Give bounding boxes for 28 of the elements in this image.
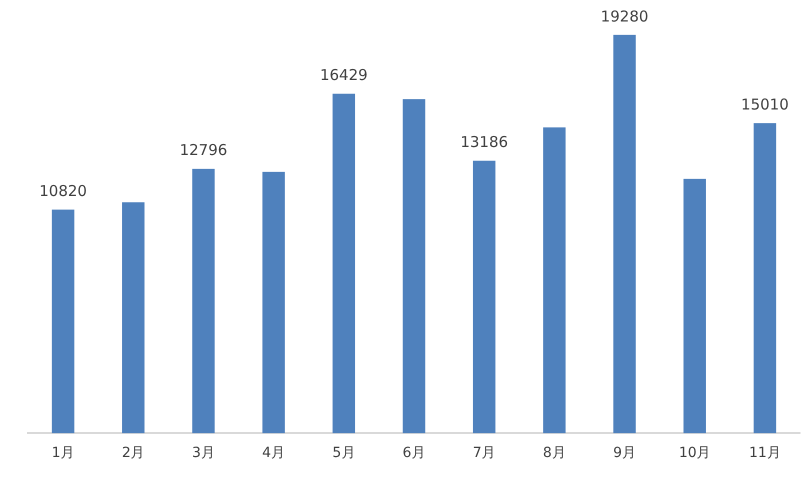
data-label: 10820 <box>39 182 87 200</box>
bar <box>122 202 144 434</box>
bar <box>262 172 285 434</box>
x-tick-label: 5月 <box>332 445 356 462</box>
data-label: 15010 <box>741 95 789 114</box>
bar <box>402 99 426 434</box>
data-label: 19280 <box>600 7 648 26</box>
x-tick-label: 2月 <box>122 445 145 462</box>
x-tick-label: 8月 <box>542 445 566 462</box>
x-tick-label: 10月 <box>678 445 711 462</box>
x-tick-label: 11月 <box>748 445 781 462</box>
x-tick-label: 4月 <box>262 445 286 462</box>
data-label: 16429 <box>320 66 368 84</box>
bar <box>332 94 356 434</box>
bar <box>52 210 74 434</box>
bar <box>684 178 706 434</box>
x-tick-label: 7月 <box>472 445 496 462</box>
bar <box>754 123 776 434</box>
x-tick-label: 9月 <box>613 445 636 462</box>
x-tick-label: 1月 <box>52 445 75 462</box>
data-label: 13186 <box>460 133 508 152</box>
bar <box>543 127 566 434</box>
bar <box>613 34 636 434</box>
x-tick-label: 3月 <box>192 445 215 462</box>
data-label: 12796 <box>180 141 228 160</box>
bar <box>192 168 215 434</box>
bar <box>472 160 496 434</box>
x-tick-label: 6月 <box>402 445 426 462</box>
